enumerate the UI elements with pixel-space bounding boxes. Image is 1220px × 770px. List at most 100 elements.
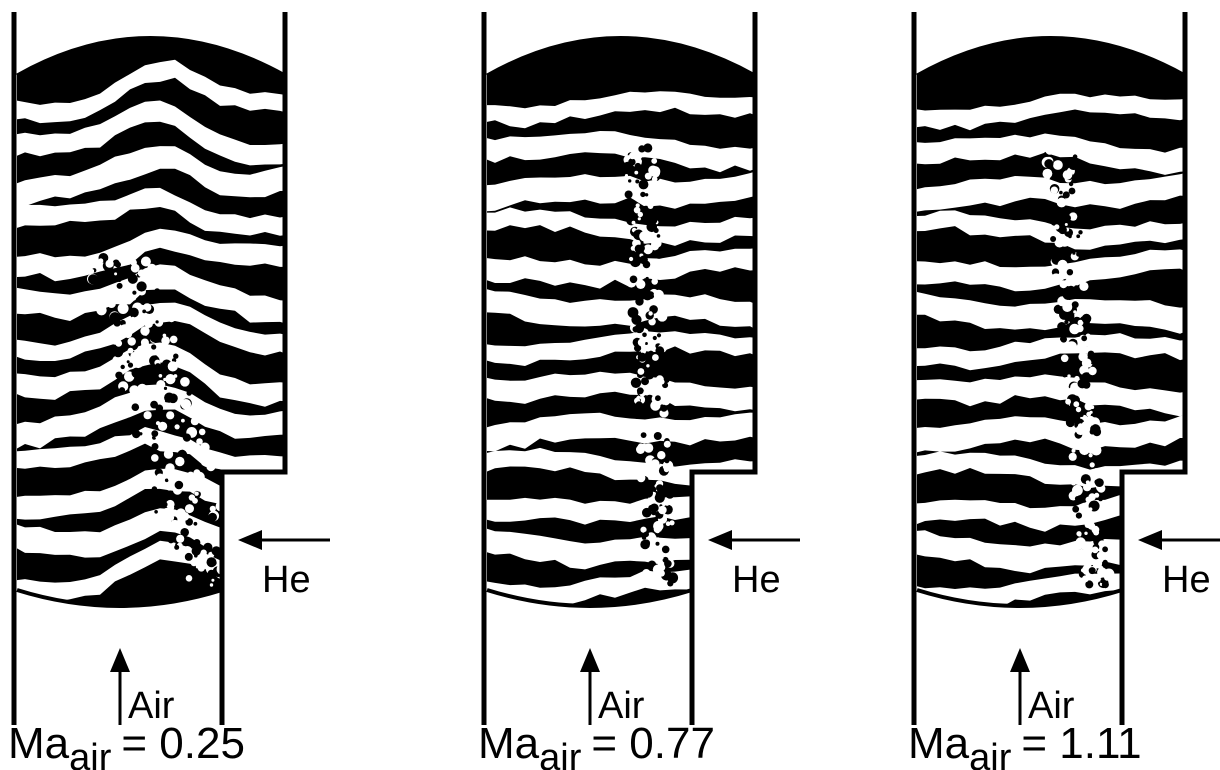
- plume-speck: [196, 485, 203, 492]
- plume-speck: [163, 378, 166, 381]
- plume-speck: [176, 535, 184, 543]
- plume-speck: [631, 378, 641, 388]
- plume-speck: [654, 432, 662, 440]
- inlet-label: He: [1162, 559, 1211, 601]
- plume-speck: [662, 546, 670, 554]
- plume-speck: [173, 354, 178, 359]
- plume-speck: [1086, 497, 1092, 503]
- plume-speck: [651, 386, 659, 394]
- mach-value: = 0.25: [121, 719, 245, 768]
- plume-speck: [653, 549, 657, 553]
- plume-speck: [115, 372, 122, 379]
- plume-speck: [1069, 182, 1073, 186]
- plume-speck: [1082, 314, 1092, 324]
- plume-speck: [1089, 453, 1093, 457]
- plume-speck: [653, 521, 663, 531]
- plume-speck: [132, 368, 143, 379]
- arrowhead: [580, 648, 600, 672]
- mach-symbol: Ma: [478, 719, 540, 768]
- plume-speck: [655, 493, 665, 503]
- plume-speck: [171, 511, 177, 517]
- plume-speck: [642, 407, 653, 418]
- plume-speck: [633, 410, 642, 419]
- plume-speck: [162, 508, 173, 519]
- plume-speck: [1102, 546, 1108, 552]
- page: HeAirMaair= 0.25HeAirMaair= 0.77HeAirMaa…: [0, 0, 1220, 770]
- plume-speck: [1103, 560, 1108, 565]
- plume-speck: [1076, 238, 1080, 242]
- plume-speck: [168, 379, 172, 383]
- plume-speck: [114, 272, 117, 275]
- plume-speck: [638, 217, 641, 220]
- plume-speck: [168, 475, 176, 483]
- plume-speck: [664, 560, 672, 568]
- plume-speck: [168, 314, 176, 322]
- plume-speck: [1059, 191, 1063, 195]
- plume-speck: [628, 179, 631, 182]
- plume-speck: [171, 554, 177, 560]
- plume-speck: [1091, 393, 1096, 398]
- plume-speck: [189, 494, 195, 500]
- plume-speck: [141, 433, 151, 443]
- inlet-label: He: [262, 559, 311, 601]
- plume-speck: [1058, 226, 1067, 235]
- plume-speck: [647, 291, 655, 299]
- plume-speck: [139, 432, 142, 435]
- plume-speck: [156, 336, 160, 340]
- plume-speck: [191, 559, 198, 566]
- plume-speck: [667, 580, 673, 586]
- plume-speck: [91, 258, 99, 266]
- plume-speck: [141, 341, 149, 349]
- plume-speck: [649, 273, 653, 277]
- plume-speck: [156, 421, 160, 425]
- plume-speck: [1072, 301, 1079, 308]
- plume-speck: [1095, 478, 1104, 487]
- plume-speck: [650, 504, 659, 513]
- plume-speck: [1072, 252, 1075, 255]
- plume-speck: [113, 347, 123, 357]
- plume-speck: [169, 543, 172, 546]
- plume-speck: [1065, 278, 1073, 286]
- plume-speck: [151, 454, 159, 462]
- plume-speck: [1076, 425, 1086, 435]
- plume-speck: [1063, 191, 1070, 198]
- plume-speck: [655, 346, 664, 355]
- plume-speck: [638, 353, 647, 362]
- plume-speck: [165, 463, 174, 472]
- plume-speck: [168, 394, 178, 404]
- plume-speck: [654, 290, 664, 300]
- plume-speck: [1076, 234, 1080, 238]
- plume-speck: [1045, 145, 1054, 154]
- plume-speck: [657, 311, 667, 321]
- plume-speck: [637, 387, 644, 394]
- plume-speck: [638, 423, 644, 429]
- plume-speck: [648, 351, 653, 356]
- plume-speck: [130, 259, 137, 266]
- plume-speck: [641, 432, 647, 438]
- plume-speck: [628, 307, 639, 318]
- plume-speck: [1086, 480, 1090, 484]
- plume-speck: [638, 368, 645, 375]
- plume-speck: [197, 502, 201, 506]
- plume-speck: [152, 486, 157, 491]
- plume-speck: [1073, 401, 1079, 407]
- plume-speck: [121, 365, 125, 369]
- plume-speck: [1050, 236, 1056, 242]
- plume-speck: [652, 268, 658, 274]
- plume-speck: [1072, 476, 1076, 480]
- plume-speck: [637, 466, 645, 474]
- plume-speck: [1080, 413, 1084, 417]
- plume-speck: [128, 363, 133, 368]
- plume-speck: [1078, 347, 1085, 354]
- plume-speck: [638, 339, 646, 347]
- plume-speck: [154, 288, 160, 294]
- plume-speck: [1068, 235, 1072, 239]
- plume-speck: [651, 169, 660, 178]
- plume-speck: [660, 556, 663, 559]
- plume-speck: [98, 258, 103, 263]
- plume-speck: [1060, 336, 1067, 343]
- plume-speck: [655, 395, 661, 401]
- plume-speck: [140, 326, 149, 335]
- plume-speck: [664, 441, 671, 448]
- plume-speck: [669, 547, 678, 556]
